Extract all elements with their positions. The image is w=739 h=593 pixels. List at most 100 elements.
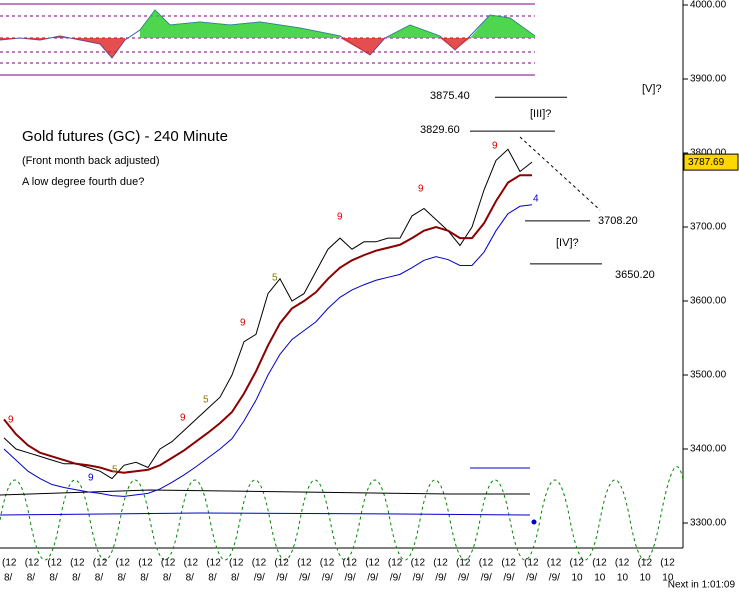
- x-tick-label: (12: [274, 558, 289, 569]
- count-label: 9: [88, 473, 94, 484]
- count-label: 5: [203, 395, 209, 406]
- chart-note: A low degree fourth due?: [22, 176, 144, 188]
- x-tick-label: (12: [320, 558, 335, 569]
- series-line: [3, 148, 533, 480]
- footer: Next in 1:01:09: [668, 580, 736, 591]
- level-label: 3829.60: [420, 124, 460, 136]
- count-label: 9: [8, 415, 14, 426]
- x-tick-label: 8/: [118, 573, 127, 584]
- wave-label: [IV]?: [556, 237, 579, 249]
- x-tick-label: /9/: [549, 573, 560, 584]
- level-label: 3650.20: [615, 269, 655, 281]
- oscillator-line: [0, 512, 531, 516]
- x-tick-label: 8/: [208, 573, 217, 584]
- x-tick-label: (12: [660, 558, 675, 569]
- oscillator-line: [0, 489, 530, 496]
- x-tick-label: 8/: [72, 573, 81, 584]
- x-tick-label: 8/: [140, 573, 149, 584]
- count-label: 9: [180, 413, 186, 424]
- x-tick-label: /9/: [322, 573, 333, 584]
- oscillator-dot: [531, 519, 537, 525]
- x-tick-label: /9/: [413, 573, 424, 584]
- x-tick-label: (12: [524, 558, 539, 569]
- wave-label: [III]?: [530, 108, 551, 120]
- indicator-panel: [0, 3, 536, 76]
- chart-subtitle: (Front month back adjusted): [22, 155, 160, 167]
- cycle-oscillator: [0, 466, 684, 561]
- x-tick-label: (12: [206, 558, 221, 569]
- x-tick-label: (12: [2, 558, 17, 569]
- x-tick-label: /9/: [254, 573, 265, 584]
- count-label: 5: [272, 273, 278, 284]
- x-tick-label: (12: [25, 558, 40, 569]
- x-tick-label: /9/: [458, 573, 469, 584]
- y-tick-label: 3600.00: [690, 296, 727, 307]
- y-tick-label: 3500.00: [690, 370, 727, 381]
- x-tick-label: 10: [617, 573, 629, 584]
- x-tick-label: (12: [70, 558, 85, 569]
- x-tick-label: 10: [572, 573, 584, 584]
- count-label: 9: [240, 318, 246, 329]
- x-tick-label: (12: [229, 558, 244, 569]
- x-tick-label: (12: [184, 558, 199, 569]
- x-tick-label: 8/: [163, 573, 172, 584]
- x-tick-label: (12: [592, 558, 607, 569]
- x-tick-label: (12: [570, 558, 585, 569]
- x-tick-label: /9/: [390, 573, 401, 584]
- x-tick-label: (12: [47, 558, 62, 569]
- x-tick-label: /9/: [299, 573, 310, 584]
- x-tick-label: /9/: [526, 573, 537, 584]
- x-tick-label: (12: [433, 558, 448, 569]
- x-tick-label: /9/: [503, 573, 514, 584]
- last-price-box: [683, 153, 739, 171]
- x-tick-label: /9/: [276, 573, 287, 584]
- x-tick-label: (12: [252, 558, 267, 569]
- x-tick-label: 8/: [27, 573, 36, 584]
- series-line: [3, 204, 533, 497]
- x-tick-label: (12: [479, 558, 494, 569]
- x-tick-label: 8/: [95, 573, 104, 584]
- x-tick-label: (12: [161, 558, 176, 569]
- x-tick-label: /9/: [367, 573, 378, 584]
- x-tick-label: 8/: [231, 573, 240, 584]
- x-tick-label: (12: [388, 558, 403, 569]
- x-tick-label: (12: [138, 558, 153, 569]
- wave-label: [V]?: [642, 83, 662, 95]
- level-label: 3708.20: [598, 215, 638, 227]
- last-price-label: 3787.69: [688, 157, 725, 168]
- count-label: 4: [533, 194, 539, 205]
- x-tick-label: 10: [594, 573, 606, 584]
- x-tick-label: /9/: [435, 573, 446, 584]
- count-label: 9: [418, 184, 424, 195]
- chart-title: Gold futures (GC) - 240 Minute: [22, 128, 228, 145]
- x-tick-label: (12: [365, 558, 380, 569]
- x-tick-label: (12: [615, 558, 630, 569]
- x-tick-label: 10: [640, 573, 652, 584]
- x-tick-label: 8/: [186, 573, 195, 584]
- x-tick-label: (12: [93, 558, 108, 569]
- x-tick-label: (12: [343, 558, 358, 569]
- y-tick-label: 4000.00: [690, 0, 727, 11]
- x-tick-label: (12: [456, 558, 471, 569]
- count-label: 9: [337, 212, 343, 223]
- x-tick-label: 8/: [4, 573, 13, 584]
- x-tick-label: /9/: [345, 573, 356, 584]
- x-tick-label: (12: [116, 558, 131, 569]
- x-tick-label: (12: [547, 558, 562, 569]
- count-label: 5: [112, 465, 118, 476]
- x-tick-label: (12: [411, 558, 426, 569]
- series-line: [3, 174, 532, 474]
- x-tick-label: /9/: [481, 573, 492, 584]
- level-label: 3875.40: [430, 90, 470, 102]
- y-tick-label: 3300.00: [690, 518, 727, 529]
- x-tick-label: (12: [501, 558, 516, 569]
- y-tick-label: 3400.00: [690, 444, 727, 455]
- projection-line: [519, 136, 601, 211]
- count-label: 9: [492, 141, 498, 152]
- y-tick-label: 3900.00: [690, 74, 727, 85]
- y-tick-label: 3800.00: [690, 148, 727, 159]
- x-tick-label: (12: [297, 558, 312, 569]
- x-tick-label: 10: [662, 573, 674, 584]
